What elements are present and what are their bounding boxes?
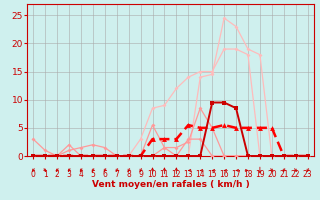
X-axis label: Vent moyen/en rafales ( km/h ): Vent moyen/en rafales ( km/h ) <box>92 180 249 189</box>
